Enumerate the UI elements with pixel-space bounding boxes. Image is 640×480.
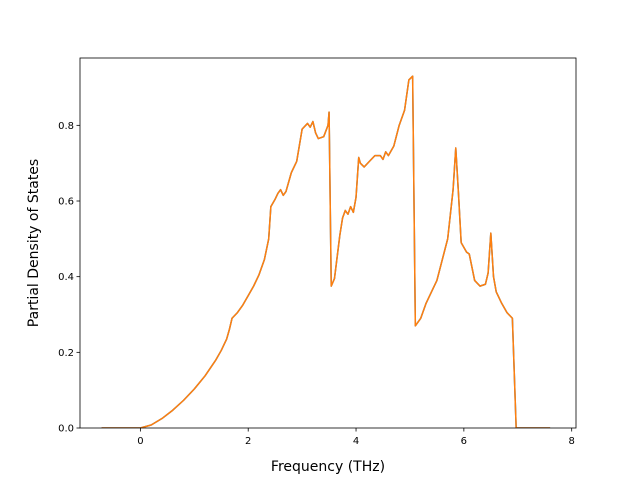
plot-frame bbox=[79, 57, 577, 429]
series-line-2 bbox=[101, 75, 551, 428]
x-axis: 0 2 4 6 8 bbox=[137, 428, 575, 447]
y-tick-label: 0.4 bbox=[58, 272, 74, 283]
y-axis: 0.0 0.2 0.4 0.6 0.8 bbox=[58, 121, 80, 435]
x-tick-label: 6 bbox=[461, 436, 467, 447]
y-tick-label: 0.0 bbox=[58, 424, 74, 435]
y-axis-label: Partial Density of States bbox=[26, 159, 42, 327]
y-tick-label: 0.2 bbox=[58, 348, 74, 359]
x-tick-label: 0 bbox=[137, 436, 143, 447]
x-tick-label: 8 bbox=[568, 436, 574, 447]
y-tick-label: 0.8 bbox=[58, 121, 74, 132]
x-tick-label: 4 bbox=[353, 436, 359, 447]
y-tick-label: 0.6 bbox=[58, 197, 74, 208]
x-axis-label: Frequency (THz) bbox=[271, 459, 385, 475]
x-tick-label: 2 bbox=[245, 436, 251, 447]
series-layer bbox=[101, 75, 551, 428]
